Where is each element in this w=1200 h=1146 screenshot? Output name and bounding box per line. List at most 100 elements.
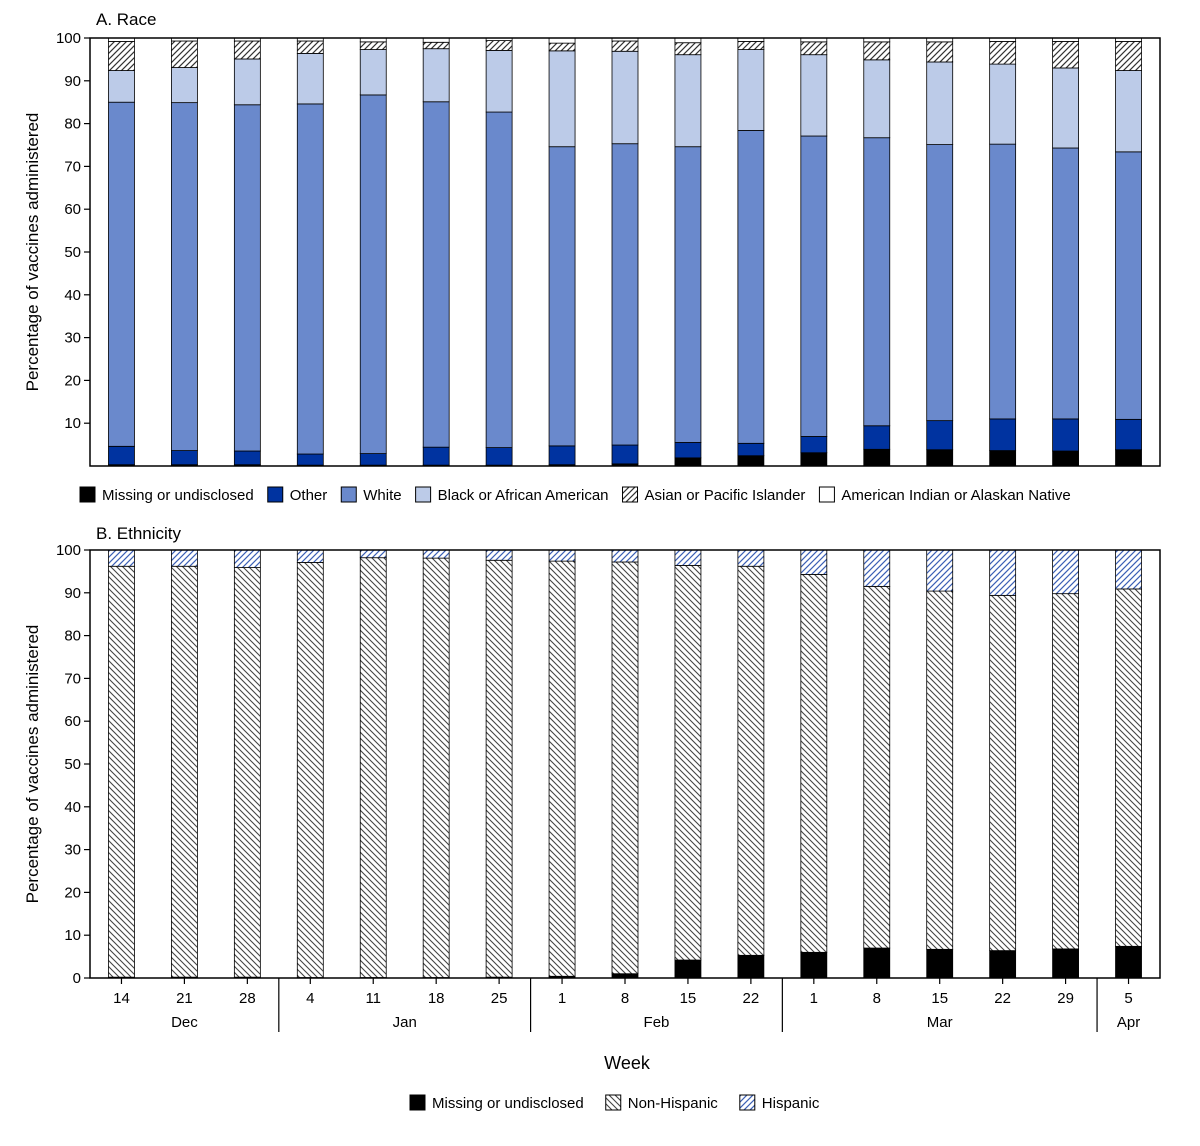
race-bar-segment-black bbox=[108, 70, 135, 103]
race-bar-segment-white bbox=[108, 101, 135, 447]
race-bar-week-8 bbox=[611, 37, 639, 467]
race-bar-segment-white bbox=[1052, 147, 1079, 420]
panel-ethnicity-title: B. Ethnicity bbox=[96, 524, 182, 543]
race-y-tick-label: 20 bbox=[64, 372, 81, 389]
eth-bar-segment-missing bbox=[737, 954, 765, 979]
race-bar-segment-black bbox=[863, 59, 891, 139]
eth-y-tick-label: 80 bbox=[64, 628, 81, 645]
race-y-tick-label: 40 bbox=[64, 287, 81, 304]
race-legend-label-white: White bbox=[363, 487, 401, 504]
eth-y-tick-label: 70 bbox=[64, 670, 81, 687]
race-bar-week-0 bbox=[108, 37, 135, 467]
eth-bar-segment-missing bbox=[863, 947, 891, 979]
x-tick-label: 8 bbox=[873, 990, 881, 1007]
eth-bar-segment-hispanic bbox=[611, 549, 639, 563]
race-bar-segment-black bbox=[548, 50, 576, 148]
panel-race-bars bbox=[108, 37, 1142, 467]
eth-y-tick-label: 10 bbox=[64, 927, 81, 944]
eth-bar-segment-nonhispanic bbox=[296, 562, 324, 978]
panel-race-legend: Missing or undisclosed Other White Black or… bbox=[79, 486, 1071, 504]
race-bar-segment-asian bbox=[800, 41, 828, 56]
race-bar-segment-other bbox=[108, 445, 135, 466]
x-tick-label: 22 bbox=[994, 990, 1011, 1007]
race-bar-week-3 bbox=[296, 37, 324, 467]
race-bar-segment-other bbox=[548, 445, 576, 466]
x-tick-label: 14 bbox=[113, 990, 130, 1007]
race-bar-segment-black bbox=[1052, 67, 1079, 149]
eth-bar-segment-missing bbox=[800, 951, 828, 979]
race-bar-segment-black bbox=[296, 53, 324, 105]
race-bar-week-6 bbox=[485, 37, 513, 467]
race-bar-segment-missing bbox=[674, 457, 702, 467]
race-bar-segment-other bbox=[1115, 418, 1142, 451]
race-bar-segment-missing bbox=[737, 455, 765, 467]
panel-race-plot-frame bbox=[89, 37, 1161, 467]
eth-bar-week-9 bbox=[674, 549, 702, 979]
x-tick-label: 15 bbox=[931, 990, 948, 1007]
race-bar-segment-black bbox=[926, 61, 954, 145]
eth-legend-label-nonhispanic: Non-Hispanic bbox=[628, 1095, 719, 1112]
race-bar-week-15 bbox=[1052, 37, 1079, 467]
race-y-tick-label: 70 bbox=[64, 158, 81, 175]
eth-y-tick-label: 100 bbox=[56, 542, 81, 559]
eth-legend-swatch-nonhispanic bbox=[605, 1094, 622, 1111]
eth-bar-segment-nonhispanic bbox=[548, 560, 576, 977]
race-bar-segment-asian bbox=[296, 40, 324, 54]
x-month-label: Dec bbox=[171, 1014, 198, 1031]
panel-ethnicity-y-ticks: 0 10 20 30 40 50 60 70 80 90 100 bbox=[56, 542, 90, 987]
eth-bar-segment-hispanic bbox=[800, 549, 828, 575]
race-bar-segment-other bbox=[800, 436, 828, 454]
race-bar-segment-white bbox=[171, 102, 198, 451]
race-bar-segment-other bbox=[422, 446, 450, 466]
race-y-tick-label: 10 bbox=[64, 415, 81, 432]
eth-legend-label-hispanic: Hispanic bbox=[762, 1095, 820, 1112]
race-bar-week-12 bbox=[863, 37, 891, 467]
race-bar-segment-white bbox=[422, 101, 450, 448]
race-bar-segment-asian bbox=[108, 41, 135, 71]
race-bar-segment-white bbox=[611, 143, 639, 446]
race-bar-segment-black bbox=[422, 48, 450, 103]
race-bar-segment-white bbox=[548, 146, 576, 447]
eth-bar-segment-nonhispanic bbox=[800, 573, 828, 953]
race-legend-swatch-white bbox=[340, 486, 357, 503]
eth-bar-segment-hispanic bbox=[548, 549, 576, 562]
panel-ethnicity: B. Ethnicity Percentage of vaccines admi… bbox=[23, 524, 1161, 1112]
x-month-label: Feb bbox=[644, 1014, 670, 1031]
eth-bar-segment-nonhispanic bbox=[674, 565, 702, 961]
eth-bar-week-6 bbox=[485, 549, 513, 979]
eth-bar-segment-missing bbox=[1115, 945, 1142, 979]
eth-y-tick-label: 60 bbox=[64, 713, 81, 730]
x-tick-label: 1 bbox=[558, 990, 566, 1007]
eth-bar-segment-hispanic bbox=[737, 549, 765, 567]
eth-bar-segment-nonhispanic bbox=[485, 559, 513, 978]
eth-bar-segment-nonhispanic bbox=[989, 594, 1017, 952]
eth-bar-segment-nonhispanic bbox=[359, 557, 387, 978]
race-bar-segment-asian bbox=[926, 41, 954, 63]
eth-y-tick-label: 90 bbox=[64, 585, 81, 602]
race-legend-label-black: Black or African American bbox=[438, 487, 609, 504]
x-month-label: Mar bbox=[927, 1014, 953, 1031]
eth-legend-label-missing: Missing or undisclosed bbox=[432, 1095, 584, 1112]
eth-bar-week-8 bbox=[611, 549, 639, 979]
eth-bar-week-15 bbox=[1052, 549, 1079, 979]
eth-bar-week-7 bbox=[548, 549, 576, 979]
x-tick-label: 21 bbox=[176, 990, 193, 1007]
eth-bar-segment-nonhispanic bbox=[422, 557, 450, 978]
eth-bar-segment-nonhispanic bbox=[1052, 593, 1079, 950]
race-bar-segment-asian bbox=[485, 40, 513, 51]
x-month-label: Apr bbox=[1117, 1014, 1140, 1031]
panel-ethnicity-y-axis-label: Percentage of vaccines administered bbox=[23, 625, 42, 904]
race-bar-segment-white bbox=[800, 135, 828, 437]
eth-bar-segment-hispanic bbox=[296, 549, 324, 563]
eth-bar-segment-nonhispanic bbox=[108, 565, 135, 978]
eth-bar-week-10 bbox=[737, 549, 765, 979]
eth-bar-segment-hispanic bbox=[863, 549, 891, 587]
x-tick-label: 11 bbox=[365, 990, 381, 1007]
race-bar-segment-missing bbox=[1052, 450, 1079, 467]
x-month-label: Jan bbox=[393, 1014, 417, 1031]
race-bar-segment-black bbox=[485, 50, 513, 113]
race-bar-segment-asian bbox=[611, 40, 639, 52]
race-bar-segment-black bbox=[989, 63, 1017, 145]
race-legend-label-aian: American Indian or Alaskan Native bbox=[841, 487, 1070, 504]
